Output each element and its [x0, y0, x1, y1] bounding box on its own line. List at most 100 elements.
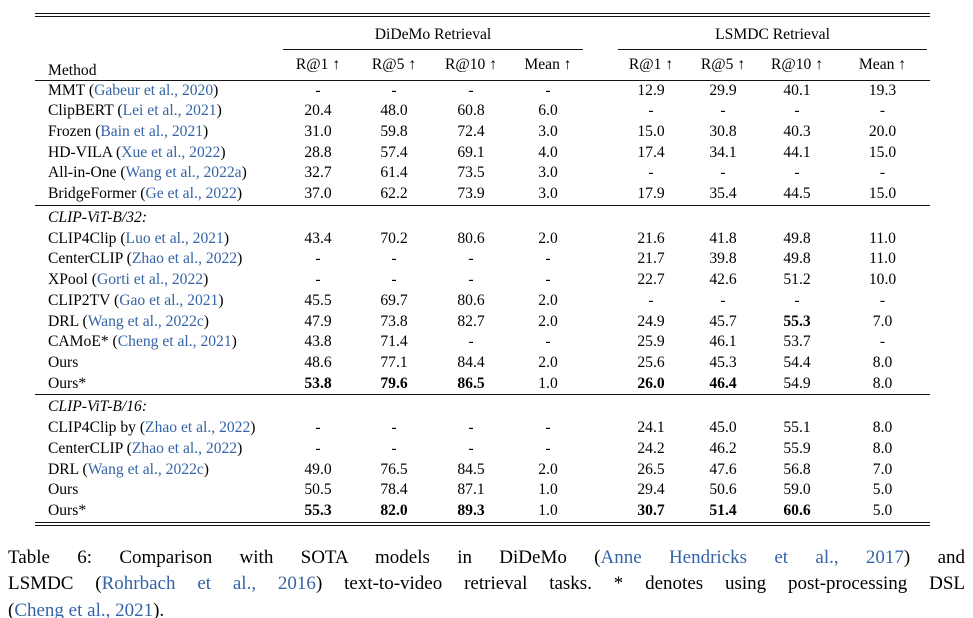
value-cell: 10.0	[868, 271, 897, 289]
method-cell: DRL (Wang et al., 2022c)	[48, 312, 209, 330]
value-cell: -	[315, 271, 321, 289]
value-cell: 43.8	[304, 333, 332, 351]
citation-link[interactable]: Zhao et al., 2022	[131, 440, 238, 458]
citation-link[interactable]: Cheng et al., 2021	[14, 599, 154, 618]
value-cell: 5.0	[872, 481, 893, 499]
citation-link[interactable]: Wang et al., 2022c	[87, 312, 204, 330]
citation-link[interactable]: Ge et al., 2022	[145, 185, 237, 203]
value-cell: -	[315, 440, 321, 458]
metric-header-didemo-mean: Mean ↑	[510, 50, 586, 81]
value-cell: 8.0	[872, 440, 893, 458]
table-row: Ours 48.6 77.1 84.4 2.0 25.6 45.3 54.4 8.0	[35, 353, 930, 374]
value-cell: -	[468, 250, 474, 268]
value-cell: 86.5	[457, 374, 485, 392]
citation-link[interactable]: Anne Hendricks et al., 2017	[600, 546, 904, 568]
value-cell: 8.0	[872, 419, 893, 437]
citation-link[interactable]: Xue et al., 2022	[121, 143, 221, 161]
caption-text: ).	[153, 599, 165, 618]
value-cell: 24.2	[637, 440, 665, 458]
value-cell: -	[794, 291, 800, 309]
citation-link[interactable]: Wang et al., 2022a	[125, 164, 242, 182]
metric-header-lsmdc-r10: R@10 ↑	[759, 50, 835, 81]
value-cell: 82.0	[380, 502, 408, 520]
value-cell: 48.6	[304, 353, 332, 371]
citation-link[interactable]: Luo et al., 2021	[125, 229, 224, 247]
citation-link[interactable]: Gao et al., 2021	[119, 291, 219, 309]
column-gap	[586, 17, 615, 50]
value-cell: 47.6	[709, 460, 737, 478]
value-cell: -	[391, 440, 397, 458]
citation-link[interactable]: Wang et al., 2022c	[87, 460, 204, 478]
method-cell: HD-VILA (Xue et al., 2022)	[48, 143, 226, 161]
value-cell: 24.9	[637, 312, 665, 330]
value-cell: 59.8	[380, 122, 408, 140]
method-cell: XPool (Gorti et al., 2022)	[48, 271, 209, 289]
citation-link[interactable]: Rohrbach et al., 2016	[101, 573, 316, 595]
value-cell: 53.8	[304, 374, 332, 392]
citation-link[interactable]: Gorti et al., 2022	[96, 271, 204, 289]
table-row: CenterCLIP (Zhao et al., 2022) - - - - 21.7 39…	[35, 249, 930, 270]
value-cell: 56.8	[783, 460, 811, 478]
value-cell: -	[720, 291, 726, 309]
table-row: ClipBERT (Lei et al., 2021) 20.4 48.0 60.8 6…	[35, 101, 930, 122]
value-cell: -	[720, 164, 726, 182]
value-cell: 19.3	[868, 81, 897, 99]
column-gap	[586, 101, 615, 122]
citation-link[interactable]: Zhao et al., 2022	[131, 250, 238, 268]
value-cell: 50.6	[709, 481, 737, 499]
value-cell: 61.4	[380, 164, 408, 182]
value-cell: 40.3	[783, 122, 811, 140]
value-cell: 89.3	[457, 502, 485, 520]
value-cell: 17.9	[637, 185, 665, 203]
value-cell: -	[720, 102, 726, 120]
value-cell: -	[545, 419, 551, 437]
value-cell: 73.9	[457, 185, 485, 203]
group-header-row: Method DiDeMo Retrieval LSMDC Retrieval	[35, 17, 930, 81]
value-cell: 35.4	[709, 185, 737, 203]
value-cell: -	[545, 333, 551, 351]
table-row: CLIP4Clip by (Zhao et al., 2022) - - - - 24.1…	[35, 418, 930, 439]
table-row: Frozen (Bain et al., 2021) 31.0 59.8 72.4 3.…	[35, 122, 930, 143]
value-cell: 25.9	[637, 333, 665, 351]
table-row: DRL (Wang et al., 2022c) 49.0 76.5 84.5 2.0 2…	[35, 460, 930, 481]
value-cell: 48.0	[380, 102, 408, 120]
table-row: CenterCLIP (Zhao et al., 2022) - - - - 24.2 46…	[35, 439, 930, 460]
citation-link[interactable]: Bain et al., 2021	[100, 122, 204, 140]
column-gap	[586, 163, 615, 184]
results-table-container: Method DiDeMo Retrieval LSMDC Retrieval …	[35, 13, 931, 526]
value-cell: 49.0	[304, 460, 332, 478]
value-cell: 45.3	[709, 353, 737, 371]
value-cell: 69.1	[457, 143, 485, 161]
value-cell: -	[794, 164, 800, 182]
citation-link[interactable]: Gabeur et al., 2020	[94, 81, 214, 99]
value-cell: 25.6	[637, 353, 665, 371]
column-gap	[586, 291, 615, 312]
metric-header-didemo-r5: R@5 ↑	[356, 50, 432, 81]
value-cell: -	[545, 440, 551, 458]
table-row: MMT (Gabeur et al., 2020) - - - - 12.9 29.9 40.…	[35, 80, 930, 101]
value-cell: 78.4	[380, 481, 408, 499]
value-cell: -	[879, 102, 886, 120]
metric-header-lsmdc-r1: R@1 ↑	[615, 50, 687, 81]
value-cell: 15.0	[868, 185, 897, 203]
metric-header-row: R@1 ↑ R@5 ↑ R@10 ↑ Mean ↑ R@1 ↑ R@5 ↑ R@…	[35, 50, 931, 81]
citation-link[interactable]: Lei et al., 2021	[122, 102, 217, 120]
value-cell: 45.0	[709, 419, 737, 437]
citation-link[interactable]: Zhao et al., 2022	[145, 419, 251, 437]
value-cell: 6.0	[538, 102, 558, 120]
column-gap	[586, 184, 615, 205]
caption-line: (Cheng et al., 2021).	[8, 598, 965, 618]
method-cell: ClipBERT (Lei et al., 2021)	[48, 102, 222, 120]
value-cell: -	[794, 102, 800, 120]
value-cell: -	[879, 164, 886, 182]
citation-link[interactable]: Cheng et al., 2021	[117, 333, 232, 351]
value-cell: 54.9	[783, 374, 811, 392]
value-cell: 20.4	[304, 102, 332, 120]
value-cell: 8.0	[872, 353, 893, 371]
value-cell: 3.0	[538, 122, 558, 140]
value-cell: 60.8	[457, 102, 485, 120]
column-gap	[586, 418, 615, 439]
value-cell: 3.0	[538, 164, 558, 182]
table-row: XPool (Gorti et al., 2022) - - - - 22.7 42.6 51…	[35, 270, 930, 291]
value-cell: -	[468, 81, 474, 99]
